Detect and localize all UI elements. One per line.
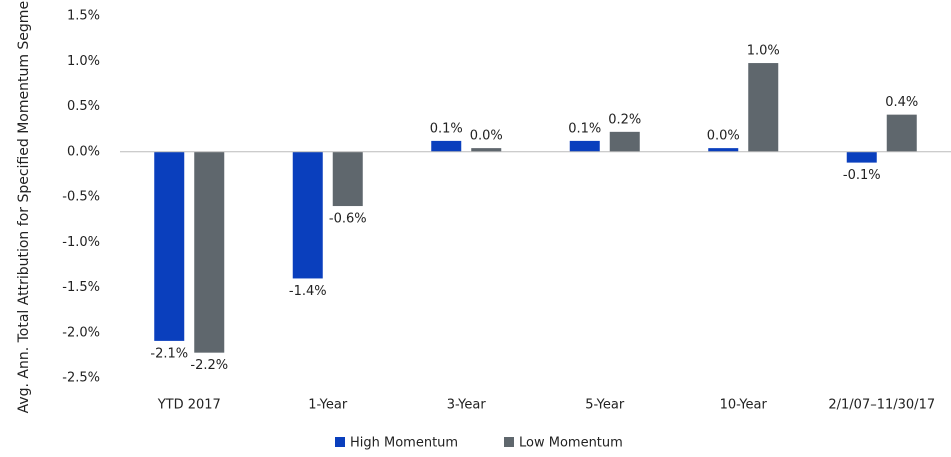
bar	[194, 151, 225, 353]
y-tick-label: -0.5%	[62, 190, 100, 205]
bar	[154, 151, 185, 341]
legend-swatch	[504, 437, 514, 447]
bar	[846, 151, 877, 163]
data-label: -1.4%	[289, 284, 327, 299]
x-tick-label: YTD 2017	[157, 398, 221, 413]
data-label: -2.1%	[150, 346, 188, 361]
data-label: 0.0%	[707, 129, 740, 144]
y-tick-label: 1.0%	[67, 54, 100, 69]
legend-swatch	[335, 437, 345, 447]
bar	[886, 114, 917, 152]
y-tick-label: -1.5%	[62, 280, 100, 295]
y-tick-label: 0.5%	[67, 99, 100, 114]
legend-label: High Momentum	[350, 436, 458, 451]
x-tick-label: 2/1/07–11/30/17	[828, 398, 935, 413]
data-label: -0.1%	[843, 168, 881, 183]
data-label: 0.1%	[568, 121, 601, 136]
data-label: 0.1%	[430, 121, 463, 136]
x-tick-label: 1-Year	[308, 398, 348, 413]
bar	[609, 131, 640, 152]
data-label: -0.6%	[329, 212, 367, 227]
bar	[332, 151, 363, 207]
x-tick-label: 3-Year	[447, 398, 487, 413]
legend-label: Low Momentum	[519, 436, 623, 451]
data-label: 0.4%	[885, 95, 918, 110]
bar	[471, 148, 502, 152]
data-label: 1.0%	[747, 44, 780, 59]
bar	[292, 151, 323, 279]
data-label: 0.0%	[470, 129, 503, 144]
data-label: -2.2%	[190, 358, 228, 373]
data-label: 0.2%	[608, 112, 641, 127]
x-tick-label: 10-Year	[720, 398, 768, 413]
bar	[708, 148, 739, 152]
y-tick-label: -2.0%	[62, 325, 100, 340]
bar	[431, 140, 462, 152]
y-tick-label: 1.5%	[67, 9, 100, 24]
y-tick-label: 0.0%	[67, 144, 100, 159]
y-axis-label: Avg. Ann. Total Attribution for Specifie…	[16, 0, 32, 413]
y-tick-label: -2.5%	[62, 371, 100, 386]
y-tick-label: -1.0%	[62, 235, 100, 250]
x-tick-label: 5-Year	[585, 398, 625, 413]
bar	[569, 140, 600, 152]
bar	[748, 63, 779, 152]
